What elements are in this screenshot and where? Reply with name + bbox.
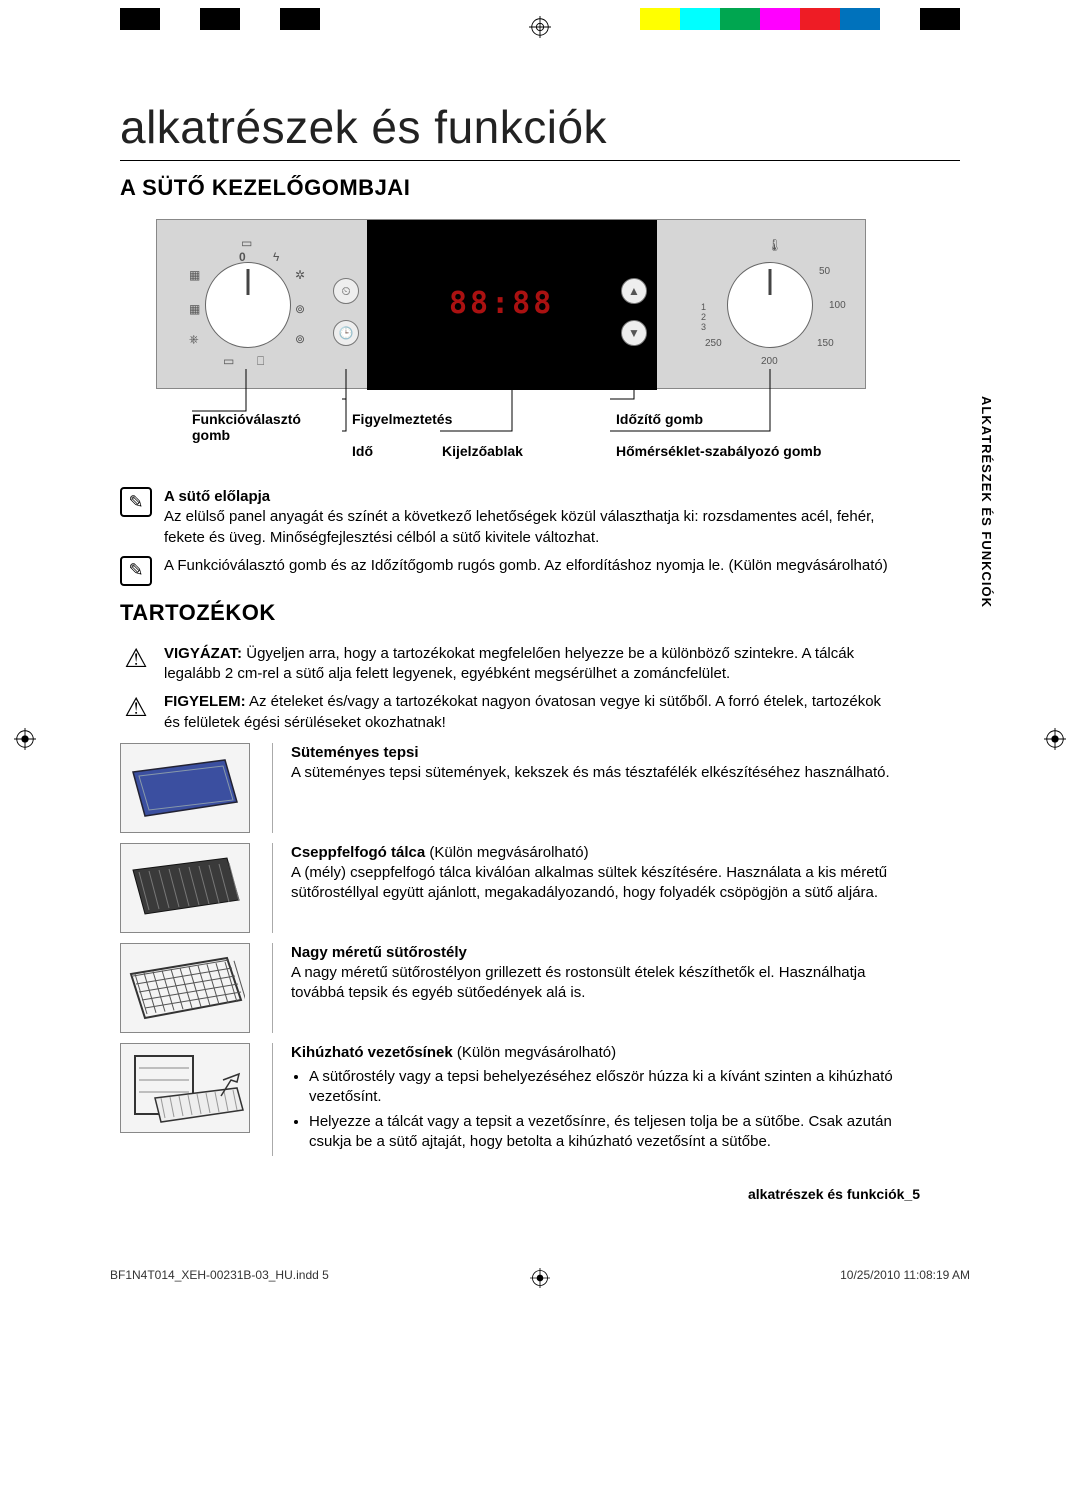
accessory-thumb [120, 843, 250, 933]
oven-panel-figure: ▭ 0 ▦ ▦ ⎈ ▭ ⎕ ⊚ ⊚ ✲ ϟ ⏲ 🕒 88:88 ▲ ▼ 🌡 50… [156, 219, 960, 479]
accessory-bullet: A sütőrostély vagy a tepsi behelyezéséhe… [309, 1067, 910, 1108]
accessory-desc: Cseppfelfogó tálca (Külön megvásárolható… [272, 843, 910, 933]
accessory-row: Nagy méretű sütőrostély A nagy méretű süt… [120, 943, 960, 1033]
alert-button-icon: ⏲ [333, 278, 359, 304]
timer-up-icon: ▲ [621, 278, 647, 304]
callout-function: Funkcióválasztó gomb [192, 411, 342, 443]
page-footer: alkatrészek és funkciók_5 [120, 1186, 960, 1202]
caution-note: ⚠ VIGYÁZAT: Ügyeljen arra, hogy a tartoz… [120, 644, 960, 685]
warning-label: FIGYELEM: [164, 693, 246, 710]
warning-body: Az ételeket és/vagy a tartozékokat nagyo… [164, 693, 881, 730]
callout-temp: Hőmérséklet-szabályozó gomb [616, 443, 821, 459]
note-body: A Funkcióválasztó gomb és az Időzítőgomb… [164, 557, 888, 574]
section-heading-controls: A SÜTŐ KEZELŐGOMBJAI [120, 175, 960, 201]
temperature-knob-icon [727, 262, 813, 348]
accessory-thumb [120, 743, 250, 833]
accessory-title: Süteményes tepsi [291, 744, 419, 761]
note-icon: ✎ [120, 487, 152, 517]
accessory-title: Kihúzható vezetősínek [291, 1044, 453, 1061]
caution-body: Ügyeljen arra, hogy a tartozékokat megfe… [164, 645, 854, 682]
warning-icon: ⚠ [120, 692, 152, 722]
callout-display: Kijelzőablak [442, 443, 523, 459]
print-footer: BF1N4T014_XEH-00231B-03_HU.indd 5 10/25/… [0, 1242, 1080, 1294]
note-body: Az elülső panel anyagát és színét a köve… [164, 508, 874, 545]
time-button-icon: 🕒 [333, 320, 359, 346]
callout-time: Idő [352, 443, 373, 459]
note-icon: ✎ [120, 556, 152, 586]
function-knob-icon [205, 262, 291, 348]
section-heading-accessories: TARTOZÉKOK [120, 600, 960, 626]
accessory-row: Süteményes tepsi A süteményes tepsi sütem… [120, 743, 960, 833]
callout-alert: Figyelmeztetés [352, 411, 452, 427]
accessory-title: Cseppfelfogó tálca [291, 844, 425, 861]
accessory-row: Cseppfelfogó tálca (Külön megvásárolható… [120, 843, 960, 933]
warning-note: ⚠ FIGYELEM: Az ételeket és/vagy a tartoz… [120, 692, 960, 733]
accessory-desc: Nagy méretű sütőrostély A nagy méretű süt… [272, 943, 910, 1033]
accessory-suffix: (Külön megvásárolható) [453, 1044, 616, 1061]
accessory-thumb [120, 943, 250, 1033]
note-front-panel: ✎ A sütő előlapja Az elülső panel anyagá… [120, 487, 960, 548]
accessory-desc: Süteményes tepsi A süteményes tepsi sütem… [272, 743, 910, 833]
note-knob-spring: ✎ A Funkcióválasztó gomb és az Időzítőgo… [120, 556, 960, 586]
accessory-thumb [120, 1043, 250, 1133]
registration-mark-bottom [530, 1268, 550, 1291]
accessories-list: Süteményes tepsi A süteményes tepsi sütem… [120, 743, 960, 1156]
title-rule [120, 160, 960, 161]
note-title: A sütő előlapja [164, 488, 270, 505]
accessory-body: A nagy méretű sütőrostélyon grillezett é… [291, 963, 910, 1004]
accessory-title: Nagy méretű sütőrostély [291, 944, 467, 961]
callout-timer: Időzítő gomb [616, 411, 703, 427]
page-title: alkatrészek és funkciók [120, 100, 960, 154]
accessory-suffix: (Külön megvásárolható) [425, 844, 588, 861]
accessory-body: A (mély) cseppfelfogó tálca kiválóan alk… [291, 863, 910, 904]
accessory-bullets: A sütőrostély vagy a tepsi behelyezéséhe… [309, 1067, 910, 1152]
caution-icon: ⚠ [120, 644, 152, 674]
accessory-row: Kihúzható vezetősínek (Külön megvásárolh… [120, 1043, 960, 1156]
caution-label: VIGYÁZAT: [164, 645, 242, 662]
side-tab-label: ALKATRÉSZEK ÉS FUNKCIÓK [975, 390, 998, 614]
accessory-desc: Kihúzható vezetősínek (Külön megvásárolh… [272, 1043, 910, 1156]
display-icon: 88:88 [449, 286, 554, 321]
accessory-bullet: Helyezze a tálcát vagy a tepsit a vezető… [309, 1112, 910, 1153]
print-file: BF1N4T014_XEH-00231B-03_HU.indd 5 [110, 1268, 329, 1282]
timer-down-icon: ▼ [621, 320, 647, 346]
accessory-body: A süteményes tepsi sütemények, kekszek é… [291, 763, 910, 783]
print-date: 10/25/2010 11:08:19 AM [840, 1268, 970, 1282]
